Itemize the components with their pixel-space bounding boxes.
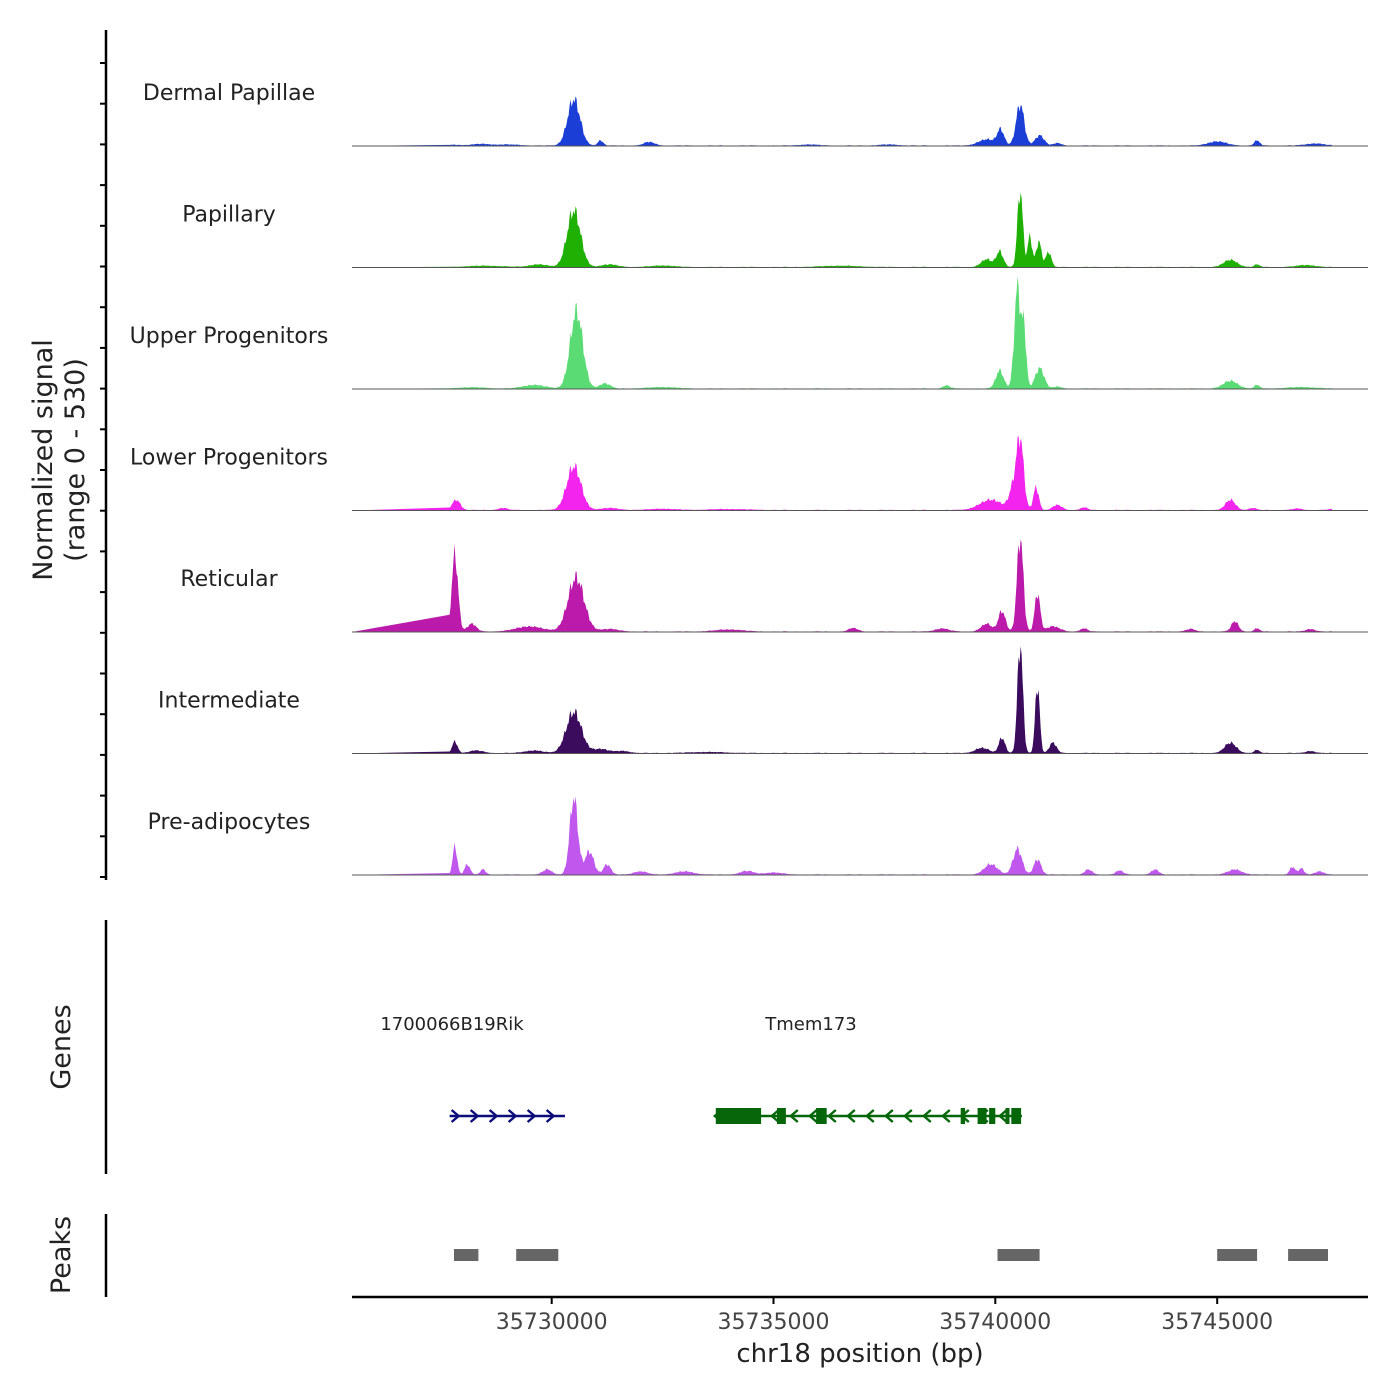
track-label: Lower Progenitors xyxy=(130,446,328,471)
genes-row-label: Genes xyxy=(46,1004,77,1089)
signal-area xyxy=(352,796,1368,875)
x-ticks: 35730000 35735000 35740000 35745000 xyxy=(496,1297,1273,1335)
gene-exon xyxy=(816,1108,827,1124)
gene-label: Tmem173 xyxy=(764,1014,857,1035)
strand-arrow xyxy=(545,1109,556,1123)
strand-arrow xyxy=(921,1109,932,1123)
x-tick-label: 35745000 xyxy=(1161,1310,1273,1335)
signal-area xyxy=(352,96,1368,146)
x-tick-label: 35740000 xyxy=(939,1310,1051,1335)
strand-arrow xyxy=(469,1109,480,1123)
signal-area xyxy=(352,192,1368,268)
peak-track xyxy=(454,1249,1328,1261)
gene-1: Tmem173 xyxy=(712,1014,1022,1124)
strand-arrow xyxy=(488,1109,499,1123)
strand-arrow xyxy=(769,1109,780,1123)
track-3: Lower Progenitors xyxy=(130,436,1368,511)
track-1: Papillary xyxy=(182,192,1368,268)
strand-arrow xyxy=(807,1109,818,1123)
gene-0: 1700066B19Rik xyxy=(380,1014,565,1123)
track-6: Pre-adipocytes xyxy=(148,796,1368,876)
peak-region xyxy=(1217,1249,1258,1261)
x-tick-label: 35735000 xyxy=(718,1310,830,1335)
peak-region xyxy=(997,1249,1040,1261)
y-axis-label-line2: (range 0 - 530) xyxy=(60,358,91,562)
strand-arrow xyxy=(731,1109,742,1123)
strand-arrow xyxy=(712,1109,723,1123)
gene-exon xyxy=(1011,1108,1022,1124)
track-2: Upper Progenitors xyxy=(130,276,1368,390)
strand-arrow xyxy=(450,1109,461,1123)
track-label: Upper Progenitors xyxy=(130,324,329,349)
strand-arrow xyxy=(997,1109,1008,1123)
peak-region xyxy=(1288,1249,1328,1261)
gene-exon xyxy=(989,1108,996,1124)
gene-exon xyxy=(777,1108,786,1124)
track-label: Papillary xyxy=(182,203,276,228)
signal-area xyxy=(352,539,1368,632)
track-label: Dermal Papillae xyxy=(143,81,315,106)
strand-arrow xyxy=(526,1109,537,1123)
strand-arrow xyxy=(883,1109,894,1123)
signal-area xyxy=(352,436,1368,511)
strand-arrow xyxy=(959,1109,970,1123)
y-ticks xyxy=(100,62,106,878)
track-label: Reticular xyxy=(180,567,278,592)
gene-exon xyxy=(1005,1108,1010,1124)
peaks-row-label: Peaks xyxy=(46,1216,77,1294)
track-label: Intermediate xyxy=(158,689,300,714)
strand-arrow xyxy=(507,1109,518,1123)
strand-arrow xyxy=(826,1109,837,1123)
x-axis-label: chr18 position (bp) xyxy=(736,1339,983,1369)
track-0: Dermal Papillae xyxy=(143,81,1368,147)
y-axis-label-line1: Normalized signal xyxy=(28,339,59,581)
signal-tracks: Dermal Papillae Papillary Upper Progenitor… xyxy=(130,81,1368,876)
strand-arrow xyxy=(788,1109,799,1123)
peak-region xyxy=(516,1249,559,1261)
track-label: Pre-adipocytes xyxy=(148,810,311,835)
signal-area xyxy=(352,276,1368,389)
strand-arrow xyxy=(845,1109,856,1123)
strand-arrow xyxy=(864,1109,875,1123)
gene-label: 1700066B19Rik xyxy=(380,1014,524,1035)
x-tick-label: 35730000 xyxy=(496,1310,608,1335)
strand-arrow xyxy=(940,1109,951,1123)
track-4: Reticular xyxy=(180,539,1368,633)
y-axis-label: Normalized signal (range 0 - 530) xyxy=(28,339,91,581)
gene-track: 1700066B19Rik Tmem173 xyxy=(380,1014,1022,1124)
signal-area xyxy=(352,646,1368,754)
strand-arrow xyxy=(978,1109,989,1123)
strand-arrow xyxy=(902,1109,913,1123)
gene-exon xyxy=(715,1108,762,1124)
axes xyxy=(104,30,1368,1299)
strand-arrow xyxy=(750,1109,761,1123)
track-5: Intermediate xyxy=(158,646,1368,754)
peak-region xyxy=(454,1249,479,1261)
